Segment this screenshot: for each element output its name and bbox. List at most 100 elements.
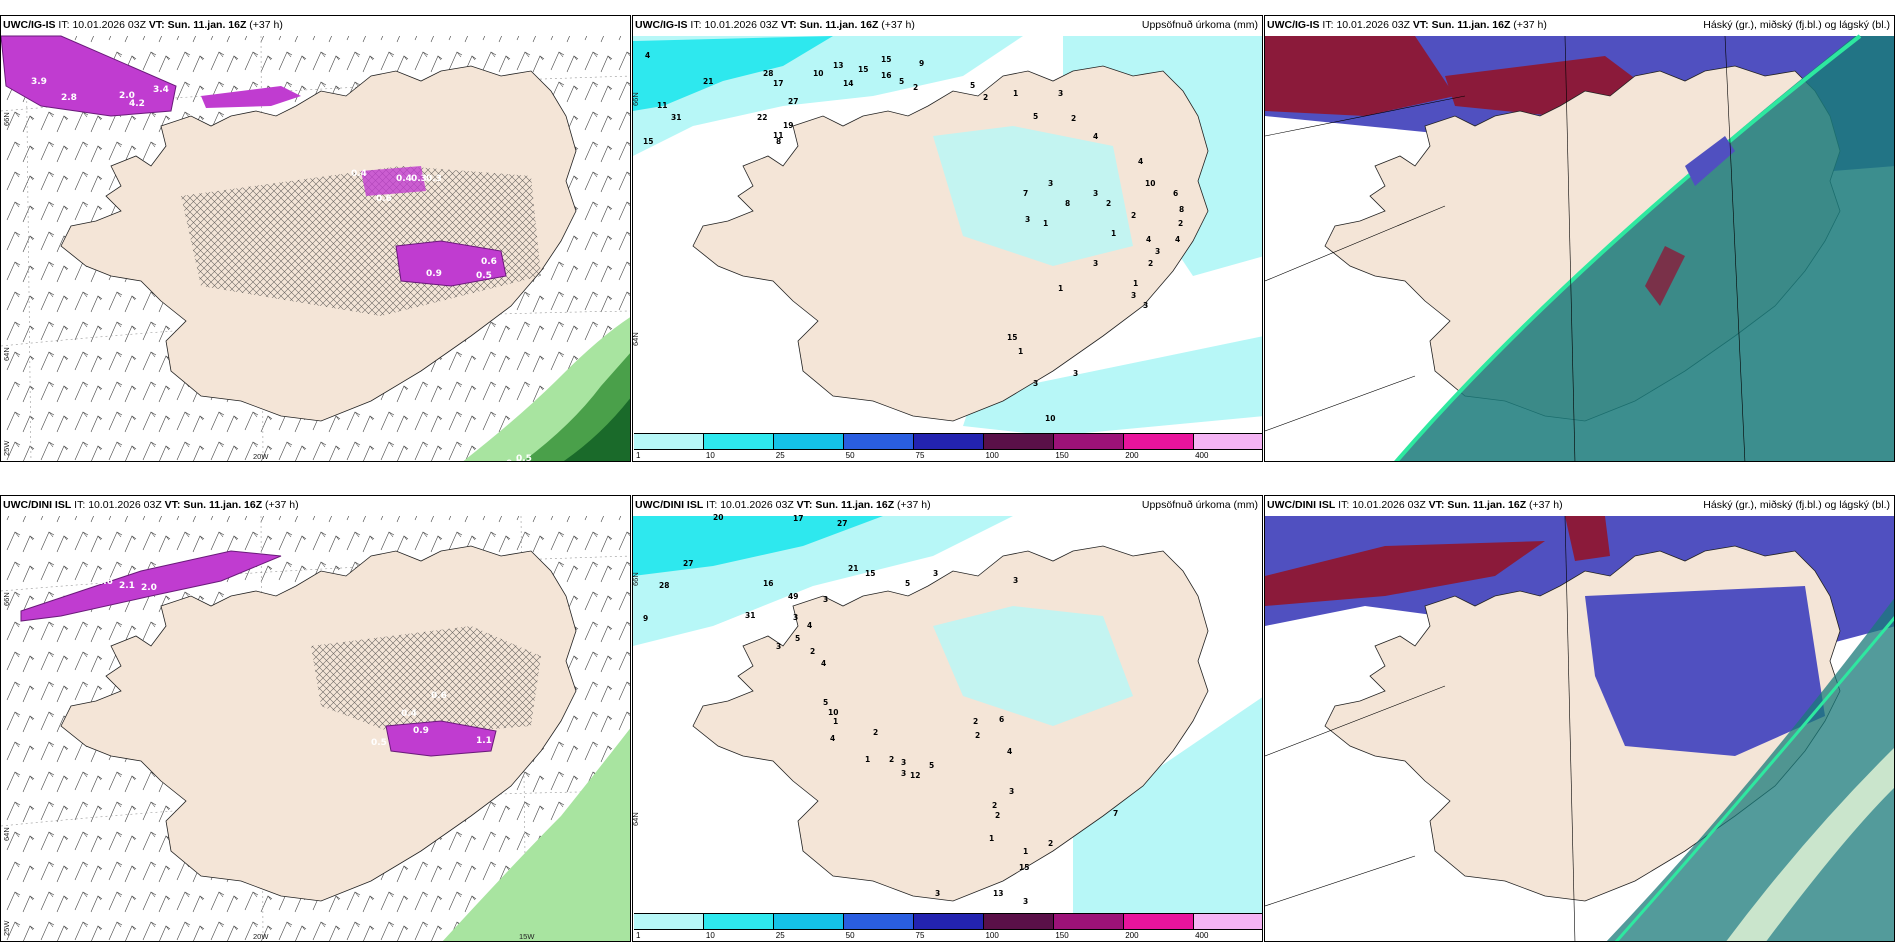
value-label: 0.6 <box>431 691 447 701</box>
value-label: 1 <box>1058 284 1063 293</box>
colorbar-swatch <box>844 914 914 929</box>
precip-region-nw-high <box>633 36 833 111</box>
value-label: 2.8 <box>61 93 77 103</box>
value-label: 3 <box>901 758 906 767</box>
value-label: 1 <box>1111 229 1116 238</box>
value-label: 3 <box>933 569 938 578</box>
value-label: 5 <box>905 579 910 588</box>
value-label: 0.5 <box>516 454 532 462</box>
value-label: 0.5 <box>476 271 492 281</box>
value-label: 15 <box>865 569 875 578</box>
high-cloud-glacier <box>1645 246 1685 306</box>
axis-lat-64: 64N <box>2 827 11 841</box>
value-label: 1 <box>1133 279 1138 288</box>
high-cloud-nw <box>1265 541 1545 606</box>
axis-lat-64: 64N <box>632 332 640 346</box>
value-label: 0.9 <box>426 269 442 279</box>
value-label: 1 <box>1043 219 1048 228</box>
value-label: 5 <box>1033 112 1038 121</box>
value-label: 13 <box>833 61 843 70</box>
value-label: 0.9 <box>413 726 429 736</box>
magenta-precip-nw <box>20 550 282 622</box>
value-label: 3 <box>1048 179 1053 188</box>
value-label: 5 <box>899 77 904 86</box>
precip-region-se <box>1073 697 1262 916</box>
value-label: 2 <box>975 731 980 740</box>
colorbar-swatch <box>844 434 914 449</box>
value-label: 0.4 <box>396 174 412 184</box>
map-dini-clouds <box>1265 515 1894 941</box>
colorbar-label: 25 <box>775 931 785 940</box>
value-label: 7 <box>1023 189 1028 198</box>
colorbar-label: 200 <box>1125 931 1139 940</box>
low-cloud-edge <box>1394 34 1862 461</box>
value-label: 5 <box>823 698 828 707</box>
value-label: 10 <box>1045 414 1055 423</box>
magenta-precip-glacier <box>395 240 507 287</box>
value-label: 4 <box>830 734 835 743</box>
axis-lat-66: 66N <box>2 592 11 606</box>
value-label: 1 <box>833 717 838 726</box>
colorbar-swatch <box>1124 434 1194 449</box>
value-label: 21 <box>703 77 713 86</box>
value-label: 15 <box>881 55 891 64</box>
axis-lon-15: 15W <box>519 932 535 941</box>
value-label: 2 <box>1106 199 1111 208</box>
value-label: 3 <box>1025 215 1030 224</box>
colorbar-label: 100 <box>985 451 999 460</box>
precip-region-s <box>963 336 1262 436</box>
green-precip-dark <box>563 398 630 461</box>
low-cloud-edge <box>1614 616 1894 941</box>
value-label: 2.0 <box>119 91 135 101</box>
axis-lon-20: 20W <box>253 452 269 461</box>
value-label: 0.5 <box>371 738 387 748</box>
colorbar-label: 400 <box>1195 451 1209 460</box>
panel-title: UWC/DINI ISL IT: 10.01.2026 03Z VT: Sun.… <box>1267 499 1563 511</box>
colorbar-label: 75 <box>915 451 925 460</box>
axis-lon-25: 25W <box>2 440 11 456</box>
value-label: 10 <box>1145 179 1155 188</box>
axis-lon-20: 20W <box>253 932 269 941</box>
panel-dini-precip: UWC/DINI ISL IT: 10.01.2026 03Z VT: Sun.… <box>632 495 1263 942</box>
value-label: 0.3 <box>411 174 427 184</box>
value-label: 3 <box>1155 247 1160 256</box>
value-label: 4 <box>645 51 650 60</box>
axis-lat-66: 66N <box>632 572 640 586</box>
precip-labels: 3.92.8 2.04.23.40.4 0.30.60.4 0.30.60.9 0.50… <box>31 77 532 462</box>
value-label: 3 <box>776 642 781 651</box>
value-label: 3 <box>901 769 906 778</box>
value-label: 3.4 <box>153 85 169 95</box>
axis-lat-66: 66N <box>632 92 640 106</box>
colorbar-label: 50 <box>845 451 855 460</box>
value-label: 2 <box>873 728 878 737</box>
value-label: 8 <box>1179 205 1184 214</box>
value-label: 5 <box>970 81 975 90</box>
magenta-precip-nw <box>1 35 177 117</box>
value-label: 2.0 <box>141 583 157 593</box>
colorbar-swatch <box>1194 434 1262 449</box>
value-label: 27 <box>788 97 798 106</box>
value-label: 2 <box>992 801 997 810</box>
magenta-precip-central <box>361 166 426 196</box>
colorbar-swatch <box>1054 914 1124 929</box>
value-label: 8 <box>1065 199 1070 208</box>
value-label: 3 <box>793 613 798 622</box>
value-label: 2 <box>913 83 918 92</box>
value-label: 16 <box>881 71 891 80</box>
value-label: 3 <box>823 595 828 604</box>
panel-right-title: Uppsöfnuð úrkoma (mm) <box>1141 19 1258 31</box>
value-label: 3 <box>1093 189 1098 198</box>
value-label: 19 <box>783 121 793 130</box>
panel-title: UWC/DINI ISL IT: 10.01.2026 03Z VT: Sun.… <box>635 499 931 511</box>
magenta-precip-glacier <box>385 720 497 757</box>
value-label: 0.3 <box>426 174 442 184</box>
value-label: 9 <box>919 59 924 68</box>
value-label: 8 <box>776 137 781 146</box>
value-label: 11 <box>657 101 667 110</box>
value-label: 15 <box>1007 333 1017 342</box>
value-label: 9 <box>643 614 648 623</box>
panel-ig-precip: UWC/IG-IS IT: 10.01.2026 03Z VT: Sun. 11… <box>632 15 1263 462</box>
precip-labels: 1.8 2.6 2.1 2.0 0.6 0.4 0.9 0.5 1.1 <box>97 545 492 748</box>
